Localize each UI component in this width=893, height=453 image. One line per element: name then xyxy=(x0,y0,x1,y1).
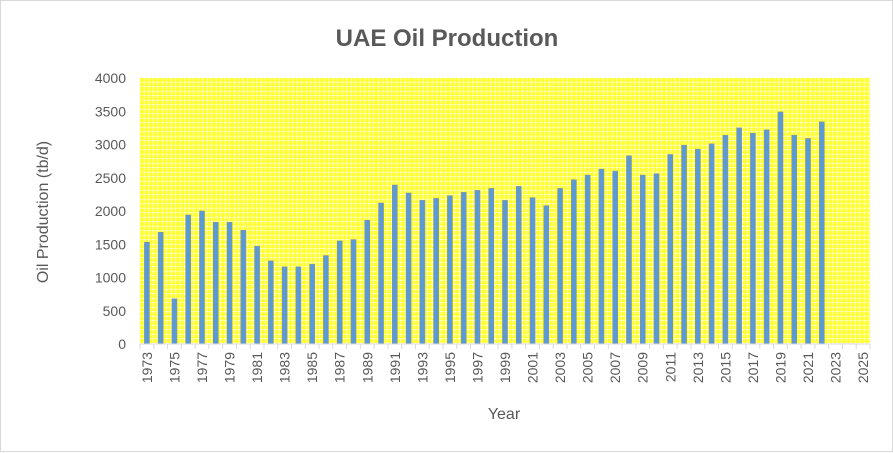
bar-2020 xyxy=(791,134,798,345)
x-tick-label: 1977 xyxy=(194,352,210,383)
bar-1999 xyxy=(502,200,508,345)
x-tick-label: 1991 xyxy=(387,352,403,383)
bar-1990 xyxy=(378,202,384,345)
bar-2011 xyxy=(667,154,674,345)
y-tick-label: 0 xyxy=(118,336,126,352)
x-tick-label: 2015 xyxy=(717,352,733,383)
x-tick-label: 2007 xyxy=(607,352,623,383)
bar-1982 xyxy=(268,260,274,345)
bar-1993 xyxy=(419,200,426,345)
x-tick-label: 1983 xyxy=(277,352,293,383)
bar-2021 xyxy=(805,138,811,345)
x-tick-label: 2023 xyxy=(828,352,844,383)
bar-1985 xyxy=(309,263,315,345)
bar-1976 xyxy=(185,214,192,345)
x-tick-label: 1973 xyxy=(139,352,155,383)
x-tick-label: 2013 xyxy=(690,352,706,383)
bar-2009 xyxy=(639,174,646,345)
bar-2016 xyxy=(736,127,742,345)
x-tick-label: 1989 xyxy=(359,352,375,383)
bar-1989 xyxy=(364,220,371,345)
x-tick-label: 1987 xyxy=(332,352,348,383)
bar-1978 xyxy=(212,222,219,345)
y-tick-label: 500 xyxy=(103,303,127,319)
x-tick-label: 1981 xyxy=(249,352,265,383)
x-tick-label: 2003 xyxy=(552,352,568,383)
x-tick-label: 1993 xyxy=(414,352,430,383)
bar-2018 xyxy=(763,129,770,345)
bar-1995 xyxy=(447,195,453,345)
x-tick-label: 2001 xyxy=(525,352,541,383)
bar-2015 xyxy=(722,134,729,345)
x-tick-label: 2009 xyxy=(635,352,651,383)
bar-2007 xyxy=(612,170,618,345)
bar-1979 xyxy=(226,222,233,345)
x-tick-label: 1997 xyxy=(470,352,486,383)
bar-1984 xyxy=(295,266,302,345)
bar-2004 xyxy=(571,179,577,345)
bar-2013 xyxy=(695,148,701,345)
bar-2014 xyxy=(708,143,715,345)
y-tick-label: 1000 xyxy=(95,270,126,286)
y-axis-title: Oil Production (tb/d) xyxy=(35,141,52,283)
bar-1991 xyxy=(392,184,398,345)
axes: 0 500 1000 1500 2000 2500 3000 3500 4000 1973 1975… xyxy=(95,70,871,383)
x-tick-label: 1975 xyxy=(166,352,182,383)
x-tick-label: 2025 xyxy=(855,352,871,383)
y-tick-label: 2500 xyxy=(95,170,126,186)
x-tick-label: 2021 xyxy=(800,352,816,383)
bar-1996 xyxy=(460,192,467,345)
bar-1981 xyxy=(254,245,260,345)
x-tick-label: 2011 xyxy=(662,352,678,382)
chart-title: UAE Oil Production xyxy=(336,25,559,52)
bar-2006 xyxy=(598,168,605,345)
x-axis-title: Year xyxy=(488,406,521,423)
x-tick-label: 1995 xyxy=(442,352,458,383)
bar-2003 xyxy=(557,188,563,345)
bar-2022 xyxy=(818,121,825,345)
bar-2005 xyxy=(584,174,591,345)
bar-1986 xyxy=(323,255,329,345)
bar-2017 xyxy=(750,132,756,345)
y-tick-label: 3000 xyxy=(95,137,126,153)
x-tick-label: 2005 xyxy=(580,352,596,383)
y-tick-label: 3500 xyxy=(95,103,126,119)
bar-2001 xyxy=(529,197,536,345)
bar-1980 xyxy=(240,229,247,345)
bar-2012 xyxy=(681,144,687,345)
bar-1977 xyxy=(199,210,205,345)
bar-2010 xyxy=(653,173,660,345)
bar-2002 xyxy=(543,205,550,345)
x-tick-label: 2019 xyxy=(773,352,789,383)
bar-1973 xyxy=(144,241,150,345)
x-tick-label: 1999 xyxy=(497,352,513,383)
bar-2008 xyxy=(626,155,632,345)
bar-1994 xyxy=(433,198,439,345)
bar-1998 xyxy=(488,188,495,345)
bar-1983 xyxy=(281,266,288,345)
bar-1975 xyxy=(171,298,178,345)
bar-1987 xyxy=(336,240,343,345)
bar-1992 xyxy=(405,192,412,345)
bar-2019 xyxy=(777,111,784,345)
bar-2000 xyxy=(515,186,522,345)
y-tick-label: 1500 xyxy=(95,236,126,252)
y-tick-label: 4000 xyxy=(95,70,126,86)
x-tick-label: 1985 xyxy=(304,352,320,383)
x-tick-label: 1979 xyxy=(222,352,238,383)
y-tick-label: 2000 xyxy=(95,203,126,219)
x-tick-label: 2017 xyxy=(745,352,761,383)
bar-1997 xyxy=(474,190,481,345)
bar-1988 xyxy=(350,239,357,345)
bar-1974 xyxy=(157,231,164,345)
